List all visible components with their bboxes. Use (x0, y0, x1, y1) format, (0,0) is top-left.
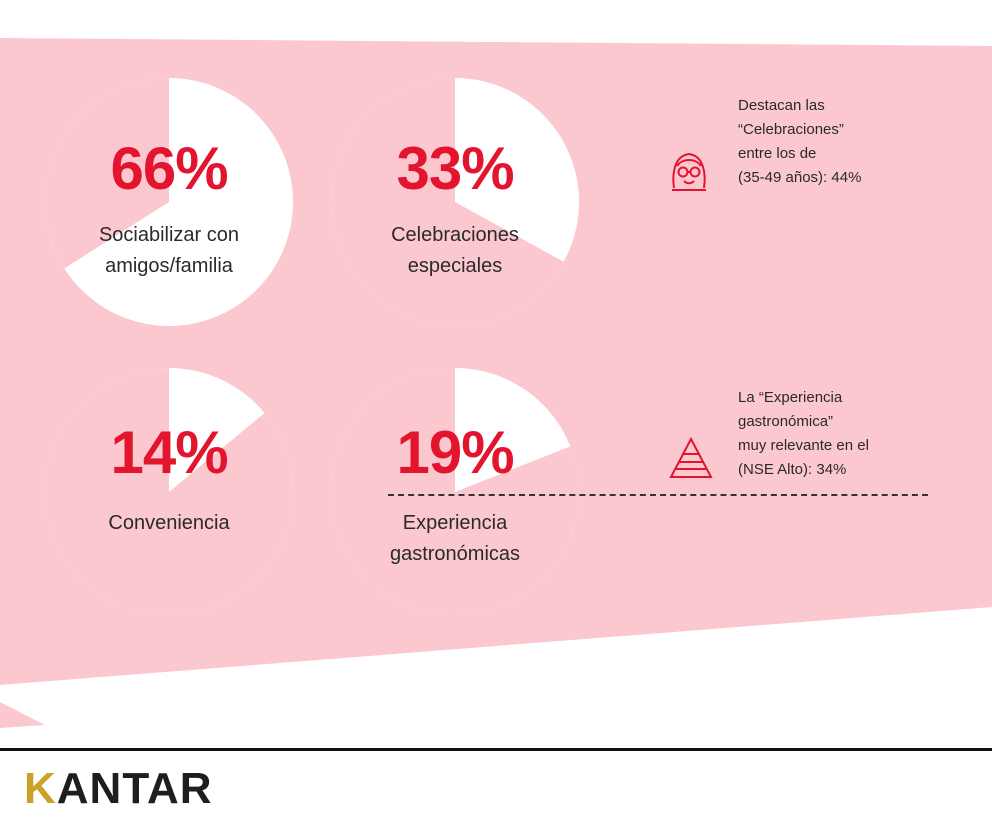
stat-value: 19% (396, 419, 514, 486)
stat-card-celebraciones: 33% Celebraciones especiales (330, 72, 580, 332)
stat-value: 33% (396, 135, 514, 202)
stat-label: Celebraciones especiales (391, 224, 519, 277)
kantar-logo: KANTAR (24, 764, 213, 814)
stat-label: Conveniencia (108, 512, 230, 534)
stat-card-conveniencia: 14% Conveniencia (44, 362, 294, 622)
stat-value: 66% (110, 135, 228, 202)
logo-text: ANTAR (56, 764, 213, 813)
pie-circle (45, 77, 293, 326)
pie-circle (331, 78, 579, 326)
pie-circle (331, 368, 579, 616)
annotation-experiencia: La “Experiencia gastronómica” muy releva… (738, 389, 869, 478)
footer-divider (0, 748, 992, 751)
pie-slice-remainder (331, 78, 564, 326)
stat-label: Experiencia gastronómicas (389, 512, 521, 565)
stat-card-experiencia: 19% Experiencia gastronómicas (330, 362, 580, 622)
stat-label: Sociabilizar con amigos/familia (98, 224, 240, 277)
stat-card-sociabilizar: 66% Sociabilizar con amigos/familia (44, 72, 294, 332)
logo-k: K (24, 764, 57, 813)
dashed-divider (388, 494, 928, 496)
woman-glasses-icon (672, 152, 706, 191)
pie-slice-remainder (44, 368, 294, 616)
pie-slice-remainder (331, 368, 579, 616)
pie-slice-remainder (45, 77, 170, 269)
annotation-celebraciones: Destacan las “Celebraciones” entre los d… (738, 97, 862, 186)
stat-value: 14% (110, 419, 228, 486)
pyramid-icon (669, 436, 713, 478)
pie-circle (44, 368, 294, 616)
